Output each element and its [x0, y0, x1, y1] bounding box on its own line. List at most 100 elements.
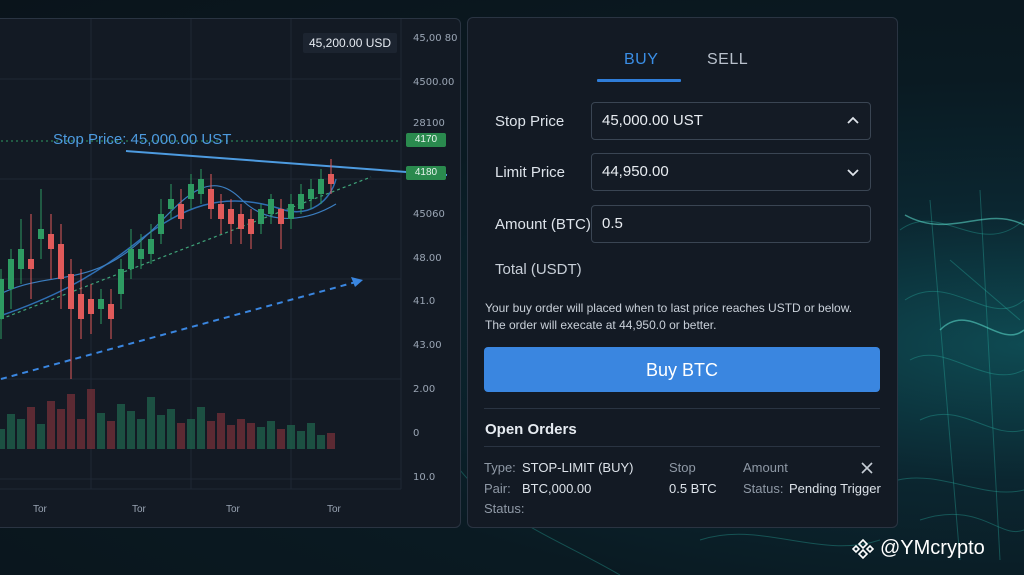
y-axis-label: 43.00 [413, 340, 442, 351]
active-tab-indicator [597, 79, 681, 82]
divider [484, 446, 880, 447]
order-pair-label: Pair: [484, 481, 511, 496]
order-panel: BUY SELL Stop Price 45,000.00 UST Limit … [467, 17, 898, 528]
order-note-line2: The order will execate at 44,950.0 or be… [485, 318, 717, 332]
x-axis-label: Tor [226, 504, 240, 515]
volume-bar [127, 411, 135, 449]
candle-body [58, 244, 64, 279]
candle-body [188, 184, 194, 199]
amount-field[interactable]: 0.5 [591, 205, 871, 243]
candle-body [218, 204, 224, 219]
volume-bar [87, 389, 95, 449]
candle-body [8, 259, 14, 289]
candle-body [268, 199, 274, 214]
stop-price-line-label: Stop Price: 45,000.00 UST [53, 131, 232, 148]
volume-bar [297, 431, 305, 449]
x-axis-label: Tor [327, 504, 341, 515]
candle-body [28, 259, 34, 269]
candle-body [48, 234, 54, 249]
volume-bar [67, 394, 75, 449]
candle-body [208, 189, 214, 209]
volume-bar [217, 413, 225, 449]
volume-bar [277, 429, 285, 449]
order-amount-value: 0.5 BTC [669, 481, 717, 496]
volume-bar [137, 419, 145, 449]
limit-price-field[interactable]: 44,950.00 [591, 153, 871, 191]
candle-body [68, 274, 74, 309]
order-pair-value: BTC,000.00 [522, 481, 592, 496]
candle-body [128, 249, 134, 269]
divider [484, 408, 880, 409]
limit-price-label: Limit Price [495, 164, 566, 181]
order-type-value: STOP-LIMIT (BUY) [522, 460, 634, 475]
support-trendline [0, 176, 372, 320]
order-status-value: Pending Trigger [789, 481, 881, 496]
volume-bar [77, 419, 85, 449]
y-axis-label: 4500.00 [413, 77, 455, 88]
candle-body [18, 249, 24, 269]
close-icon[interactable] [860, 461, 874, 475]
candle-body [178, 204, 184, 219]
candlestick-chart[interactable] [0, 19, 460, 527]
volume-bar [187, 419, 195, 449]
candle-body [148, 239, 154, 254]
chevron-down-icon[interactable] [846, 165, 860, 179]
y-axis-label: 28100 [413, 118, 445, 129]
y-axis-label: 48.00 [413, 253, 442, 264]
stop-price-label: Stop Price [495, 113, 565, 130]
order-amount-label: Amount [743, 460, 788, 475]
volume-bar [107, 421, 115, 449]
candle-body [38, 229, 44, 239]
tab-sell[interactable]: SELL [707, 51, 749, 68]
candle-body [328, 174, 334, 184]
stop-price-field[interactable]: 45,000.00 UST [591, 102, 871, 140]
volume-bar [167, 409, 175, 449]
volume-bar [7, 414, 15, 449]
price-chart-panel[interactable]: 45,200.00 USD Stop Price: 45,000.00 UST … [0, 18, 461, 528]
x-axis-label: Tor [33, 504, 47, 515]
candle-body [258, 209, 264, 224]
order-stop-label: Stop [669, 460, 696, 475]
volume-bar [307, 423, 315, 449]
y-axis-label: 45,00 80 [413, 33, 458, 44]
volume-bar [327, 433, 335, 449]
candle-body [238, 214, 244, 229]
y-axis-label: 0 [413, 428, 420, 439]
y-axis-label: 41.0 [413, 296, 436, 307]
volume-bar [37, 424, 45, 449]
volume-bar [267, 421, 275, 449]
order-status-label: Status: [743, 481, 784, 496]
candle-body [138, 249, 144, 259]
candle-body [308, 189, 314, 199]
candle-body [288, 204, 294, 219]
resistance-trendline [125, 150, 448, 176]
order-type-label: Type: [484, 460, 516, 475]
total-label: Total (USDT) [495, 261, 582, 278]
candle-body [78, 294, 84, 319]
amount-value: 0.5 [602, 215, 623, 232]
candle-body [248, 219, 254, 234]
volume-bar [47, 401, 55, 449]
candle-body [118, 269, 124, 294]
y-axis-label: 45060 [413, 209, 445, 220]
buy-btc-button[interactable]: Buy BTC [484, 347, 880, 392]
volume-bar [197, 407, 205, 449]
volume-bar [237, 419, 245, 449]
candle-body [0, 279, 4, 319]
tab-buy[interactable]: BUY [624, 51, 659, 68]
volume-bar [147, 397, 155, 449]
amount-label: Amount (BTC) [495, 216, 591, 233]
candle-body [98, 299, 104, 309]
candle-body [228, 209, 234, 224]
volume-bar [117, 404, 125, 449]
volume-bar [27, 407, 35, 449]
volume-bar [177, 423, 185, 449]
candle-body [318, 179, 324, 194]
binance-logo-icon [852, 538, 874, 559]
order-note-line1: Your buy order will placed when to last … [485, 301, 853, 315]
watermark-handle: @YMcrypto [880, 537, 985, 559]
chevron-up-icon[interactable] [846, 114, 860, 128]
order-status-label-2: Status: [484, 501, 525, 516]
limit-price-value: 44,950.00 [602, 163, 669, 180]
volume-bar [0, 429, 5, 449]
